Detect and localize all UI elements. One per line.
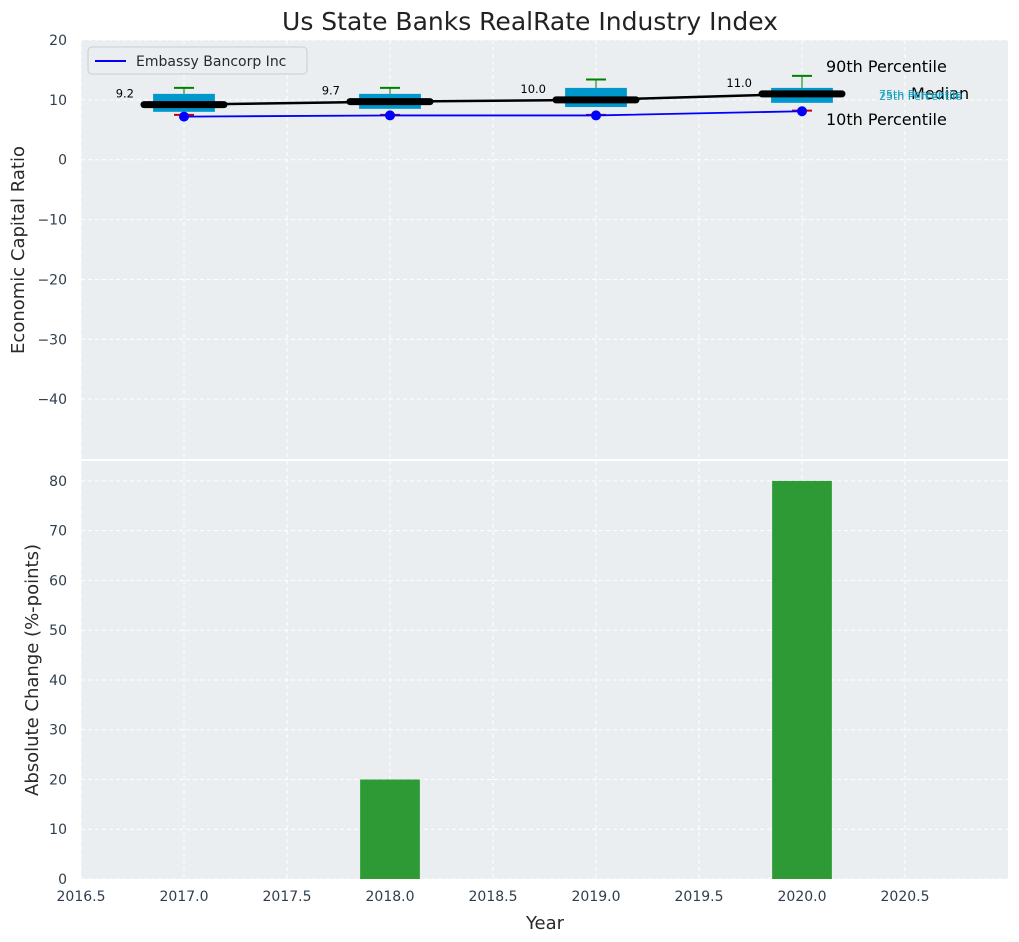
bottom-y-ticks: 0 10 20 30 40 50 60 70 80 [49, 474, 67, 888]
top-y-tick-label: −10 [37, 213, 67, 229]
x-tick-label: 2017.0 [160, 889, 209, 905]
median-value-label: 9.2 [116, 87, 134, 101]
median-line [183, 92, 803, 106]
top-y-tick-label: 0 [58, 153, 67, 169]
change-bar [360, 779, 420, 879]
median-annotation: Median [911, 84, 969, 103]
company-point [797, 106, 807, 117]
bottom-x-ticks: 2016.5 2017.0 2017.5 2018.0 2018.5 2019.0 2019… [57, 889, 930, 905]
x-tick-label: 2019.5 [675, 889, 724, 905]
top-y-tick-label: 10 [49, 93, 67, 109]
bottom-y-tick-label: 60 [49, 573, 67, 589]
top-y-tick-label: −20 [37, 272, 67, 288]
top-y-tick-label: −40 [37, 392, 67, 408]
bottom-gridlines [80, 461, 1008, 880]
top-marks: 9.2 9.7 10.0 11.0 [116, 74, 846, 122]
bottom-y-tick-label: 70 [49, 524, 67, 540]
x-axis-label: Year [525, 913, 565, 934]
change-bar [772, 480, 832, 879]
top-y-ticks: 20 10 0 −10 −20 −30 −40 [37, 33, 67, 408]
bottom-y-tick-label: 20 [49, 772, 67, 788]
company-point [179, 111, 189, 122]
legend-label: Embassy Bancorp Inc [136, 54, 286, 70]
x-tick-label: 2020.0 [778, 889, 827, 905]
bottom-y-axis-label: Absolute Change (%-points) [22, 544, 43, 796]
company-line [183, 110, 803, 118]
chart-title: Us State Banks RealRate Industry Index [282, 7, 778, 36]
company-point [591, 110, 601, 121]
x-tick-label: 2018.5 [469, 889, 518, 905]
x-tick-label: 2018.0 [366, 889, 415, 905]
top-y-tick-label: 20 [49, 33, 67, 49]
median-value-label: 10.0 [520, 82, 546, 96]
x-tick-label: 2019.0 [572, 889, 621, 905]
top-y-axis-label: Economic Capital Ratio [8, 146, 29, 354]
p10-annotation: 10th Percentile [826, 110, 947, 129]
bottom-y-tick-label: 10 [49, 822, 67, 838]
p75-annotation: 75th Percentile [879, 88, 962, 101]
bottom-plot-area [81, 461, 1008, 879]
legend: Embassy Bancorp Inc [87, 46, 308, 75]
bottom-marks [360, 480, 832, 879]
top-plot-area [81, 40, 1008, 459]
x-tick-label: 2017.5 [263, 889, 312, 905]
bottom-y-tick-label: 30 [49, 723, 67, 739]
top-gridlines [80, 39, 1008, 459]
p25-annotation: 25th Percentile [879, 90, 962, 103]
company-point [385, 110, 395, 121]
bottom-y-tick-label: 40 [49, 673, 67, 689]
bottom-y-tick-label: 50 [49, 623, 67, 639]
median-value-label: 11.0 [726, 76, 752, 90]
bottom-y-tick-label: 0 [58, 872, 67, 888]
top-y-tick-label: −30 [37, 332, 67, 348]
p90-annotation: 90th Percentile [826, 57, 947, 76]
x-tick-label: 2016.5 [57, 889, 106, 905]
median-value-label: 9.7 [322, 84, 340, 98]
bottom-y-tick-label: 80 [49, 474, 67, 490]
x-tick-label: 2020.5 [881, 889, 930, 905]
legend-box [87, 46, 308, 75]
